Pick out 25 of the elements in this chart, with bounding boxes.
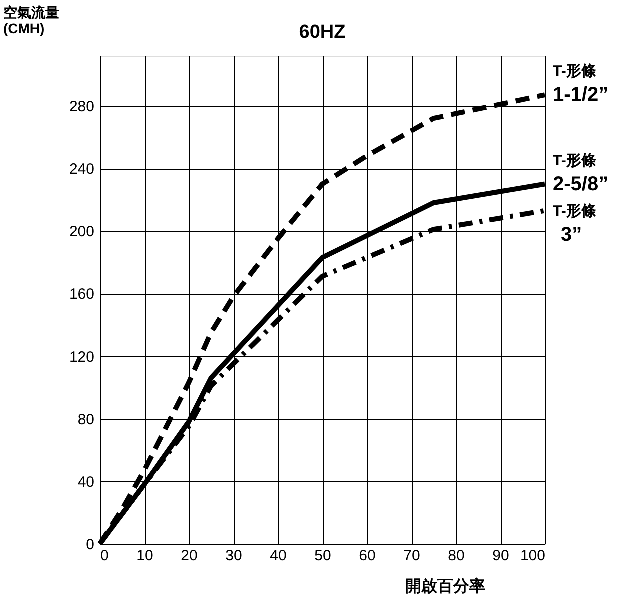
x-tick-label: 90 (492, 548, 510, 564)
x-tick-label: 50 (314, 548, 332, 564)
y-tick-label: 80 (78, 411, 94, 428)
x-tick-label: 10 (136, 548, 154, 564)
y-tick-label: 160 (69, 286, 94, 304)
y-tick-label: 280 (69, 98, 94, 116)
y-tick-label: 40 (78, 474, 94, 491)
x-tick-label: 40 (270, 548, 287, 564)
y-tick-label: 0 (86, 536, 94, 554)
y-tick-label: 240 (69, 161, 94, 178)
x-tick-label: 0 (100, 548, 109, 564)
y-axis-title: 空氣流量 (CMH) (4, 4, 60, 36)
chart-title: 60HZ (299, 22, 346, 43)
x-tick-label: 100 (520, 548, 546, 564)
x-tick-label: 80 (448, 548, 465, 564)
y-tick-label: 120 (69, 348, 94, 366)
y-tick-label: 200 (69, 224, 94, 241)
x-tick-label: 20 (181, 548, 198, 564)
x-axis-title: 開啟百分率 (406, 576, 486, 596)
x-tick-label: 60 (359, 548, 376, 564)
series-label: T-形條 2-5/8” (553, 152, 609, 196)
series-label: T-形條 1-1/2” (553, 63, 609, 106)
x-tick-label: 30 (226, 548, 242, 564)
series-label: T-形條 3” (553, 202, 596, 246)
x-tick-label: 70 (404, 548, 420, 564)
